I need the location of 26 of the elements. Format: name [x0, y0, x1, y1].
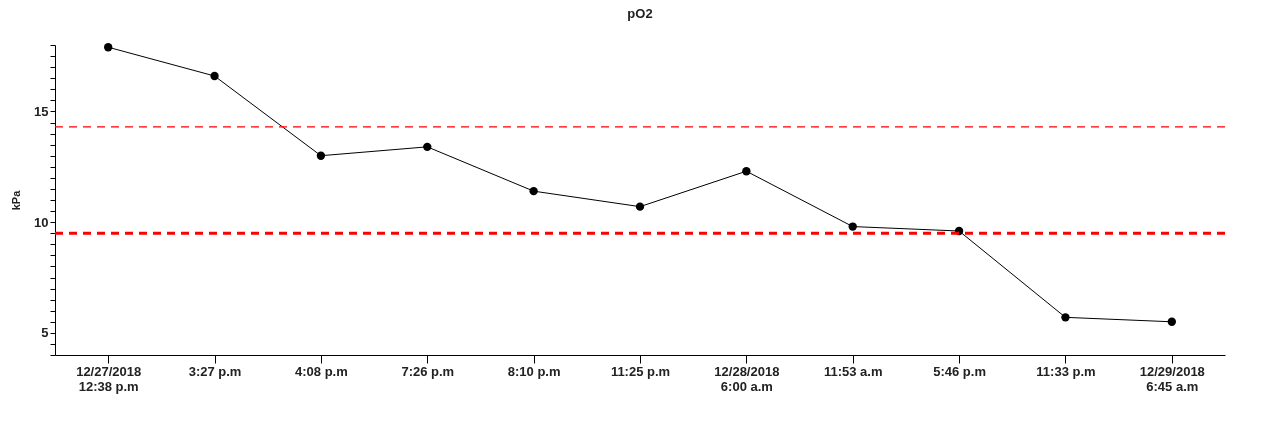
x-tick-label: 8:10 p.m	[507, 363, 561, 379]
point	[848, 222, 857, 231]
point	[423, 142, 432, 152]
x-tick-label: 4:08 p.m	[295, 363, 348, 379]
chart-title: pO2	[627, 6, 653, 21]
x-tick-label: 11:25 p.m	[610, 363, 671, 379]
x-tick-label: 5:46 p.m	[933, 363, 986, 379]
x-tick-label: 12/28/2018 6:00 a.m	[714, 363, 780, 394]
point	[104, 43, 113, 52]
point	[529, 186, 538, 196]
point	[1061, 313, 1070, 322]
x-tick-label: 7:26 p.m	[401, 363, 455, 379]
point	[1167, 317, 1176, 326]
y-tick-label: 15	[34, 103, 49, 119]
y-axis-title: kPa	[10, 189, 23, 211]
x-tick-label: 12/29/2018 6:45 a.m	[1139, 363, 1205, 394]
x-tick-label: 3:27 p.m	[188, 363, 242, 379]
x-tick-label: 11:33 p.m	[1036, 363, 1096, 379]
y-tick-label: 5	[41, 325, 49, 341]
point	[316, 151, 326, 160]
point	[635, 202, 645, 211]
point	[210, 71, 219, 81]
point	[742, 167, 751, 176]
x-tick-label: 12/27/2018 12:38 p.m	[76, 363, 142, 394]
y-tick-label: 10	[34, 214, 49, 230]
x-tick-label: 11:53 a.m	[823, 363, 883, 379]
